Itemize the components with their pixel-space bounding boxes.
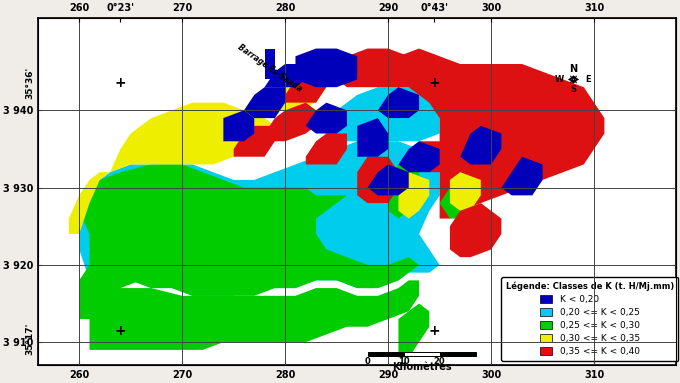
Bar: [367, 352, 403, 356]
Polygon shape: [306, 103, 347, 134]
Text: N: N: [569, 64, 577, 74]
Polygon shape: [378, 87, 419, 118]
Text: E: E: [585, 75, 590, 84]
Polygon shape: [419, 141, 450, 172]
Polygon shape: [326, 87, 440, 141]
Polygon shape: [337, 49, 419, 87]
Text: +: +: [428, 76, 440, 90]
Text: 35°17': 35°17': [25, 322, 34, 355]
Polygon shape: [367, 164, 409, 195]
Polygon shape: [388, 157, 419, 219]
Polygon shape: [285, 72, 326, 103]
Polygon shape: [357, 118, 388, 157]
Text: S: S: [571, 85, 577, 94]
Polygon shape: [501, 157, 543, 195]
Bar: [440, 352, 476, 356]
Polygon shape: [234, 126, 275, 157]
Polygon shape: [69, 172, 110, 234]
Polygon shape: [90, 195, 419, 296]
Polygon shape: [244, 87, 285, 118]
Text: Barrage Es-Saada: Barrage Es-Saada: [236, 43, 303, 93]
Polygon shape: [337, 149, 388, 195]
Text: 35°36': 35°36': [25, 67, 34, 100]
Polygon shape: [223, 110, 254, 141]
Polygon shape: [357, 157, 398, 203]
Polygon shape: [90, 280, 419, 350]
Text: Kilomètres: Kilomètres: [392, 362, 452, 372]
Polygon shape: [295, 49, 357, 87]
Polygon shape: [265, 64, 326, 110]
Polygon shape: [79, 141, 440, 296]
Polygon shape: [398, 304, 429, 358]
Polygon shape: [388, 234, 440, 273]
Polygon shape: [306, 134, 347, 164]
Polygon shape: [440, 172, 471, 219]
Polygon shape: [450, 172, 481, 211]
Text: +: +: [115, 324, 126, 337]
Text: +: +: [428, 324, 440, 337]
Text: W: W: [555, 75, 564, 84]
Polygon shape: [388, 49, 605, 219]
Polygon shape: [265, 103, 316, 141]
Text: 20: 20: [434, 357, 445, 366]
Polygon shape: [450, 203, 501, 257]
Polygon shape: [398, 141, 440, 172]
Text: 0: 0: [364, 357, 371, 366]
Polygon shape: [265, 49, 275, 79]
Legend: K < 0,20, 0,20 <= K < 0,25, 0,25 <= K < 0,30, 0,30 <= K < 0,35, 0,35 <= K < 0,40: K < 0,20, 0,20 <= K < 0,25, 0,25 <= K < …: [501, 277, 679, 361]
Text: 10: 10: [398, 357, 409, 366]
Bar: [403, 352, 440, 356]
Polygon shape: [460, 126, 501, 164]
Polygon shape: [110, 103, 285, 172]
Polygon shape: [79, 164, 316, 319]
Polygon shape: [398, 172, 429, 219]
Text: +: +: [115, 76, 126, 90]
Polygon shape: [265, 64, 306, 87]
